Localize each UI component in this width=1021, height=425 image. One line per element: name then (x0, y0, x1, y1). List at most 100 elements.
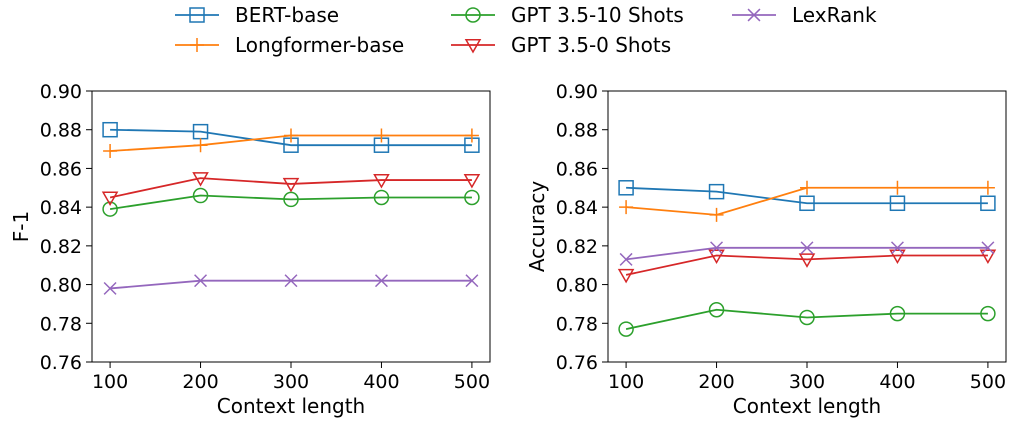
y-tick-label: 0.78 (556, 313, 598, 335)
legend-marker-longformer-base (190, 38, 204, 52)
series-longformer-base (619, 180, 995, 222)
legend-marker-lexrank (747, 8, 761, 22)
legend-label: BERT-base (235, 3, 339, 27)
data-point (890, 180, 905, 195)
data-point (373, 189, 390, 206)
data-point (374, 128, 389, 143)
legend-entry-longformer-base: Longformer-base (175, 33, 404, 57)
data-point (708, 301, 725, 318)
series-longformer-base (103, 128, 479, 159)
data-point (463, 174, 481, 189)
data-point (619, 200, 634, 215)
data-point (284, 274, 298, 288)
data-point (103, 144, 118, 159)
x-tick-label: 500 (454, 371, 490, 393)
y-tick-label: 0.82 (40, 236, 82, 258)
series-line-bert-base (110, 128, 472, 147)
accuracy-panel: 0.76 0.78 0.80 0.82 0.84 0.86 0.88 0.90 100 200 30… (525, 81, 1007, 418)
data-point (464, 128, 479, 143)
series-gpt-3-5-10-shots (618, 301, 996, 337)
y-tick-label: 0.76 (556, 352, 598, 374)
series-line-gpt-3-5-0-shots (625, 254, 988, 276)
series-gpt-3-5-0-shots (101, 172, 481, 206)
data-point (889, 195, 906, 212)
x-tick-label: 300 (789, 371, 825, 393)
series-line-bert-base (626, 186, 988, 205)
legend-entry-gpt-3-5-10-shots: GPT 3.5-10 Shots (451, 3, 684, 27)
series-gpt-3-5-10-shots (102, 187, 480, 217)
legend-label: GPT 3.5-0 Shots (511, 33, 671, 57)
data-point (618, 321, 634, 337)
y-tick-label: 0.88 (556, 120, 598, 142)
y-tick-label: 0.80 (40, 275, 82, 297)
data-point (619, 252, 633, 266)
legend-entry-gpt-3-5-0-shots: GPT 3.5-0 Shots (451, 33, 671, 57)
series-line-gpt-3-5-10-shots (109, 194, 472, 210)
series-line-lexrank (110, 279, 472, 290)
legend-entry-bert-base: BERT-base (175, 3, 339, 27)
series-lexrank (619, 241, 995, 266)
x-tick-label: 100 (92, 371, 128, 393)
data-point (710, 241, 724, 255)
y-tick-label: 0.76 (40, 352, 82, 374)
y-tick-label: 0.86 (556, 158, 598, 180)
data-point (282, 177, 300, 193)
data-point (708, 183, 725, 200)
x-tick-label: 500 (970, 371, 1006, 393)
y-tick-label: 0.88 (40, 120, 82, 142)
f1-panel: 0.76 0.78 0.80 0.82 0.84 0.86 0.88 0.90 100 200 30… (9, 81, 491, 418)
y-tick-label: 0.90 (556, 81, 598, 103)
y-tick-label: 0.86 (40, 158, 82, 180)
x-tick-label: 200 (182, 371, 218, 393)
data-point (709, 207, 724, 222)
data-point (798, 253, 816, 268)
series-line-gpt-3-5-10-shots (625, 308, 988, 330)
series-bert-base (618, 180, 996, 212)
legend-label: LexRank (792, 3, 877, 27)
data-point (464, 189, 480, 206)
y-tick-label: 0.90 (40, 81, 82, 103)
legend-marker-gpt-3-5-0-shots (464, 39, 482, 54)
y-tick-label: 0.84 (556, 197, 598, 219)
data-point (889, 249, 906, 265)
data-point (799, 195, 815, 212)
data-point (373, 174, 390, 189)
data-point (890, 241, 904, 255)
x-axis-title: Context length (217, 394, 365, 418)
data-point (192, 187, 209, 204)
y-tick-label: 0.84 (40, 197, 82, 219)
data-point (979, 249, 997, 265)
data-point (194, 274, 208, 288)
data-point (101, 191, 119, 206)
data-point (193, 138, 208, 153)
data-point (618, 180, 634, 196)
series-line-gpt-3-5-0-shots (109, 177, 472, 199)
data-point (374, 274, 388, 288)
data-point (980, 305, 996, 322)
legend-entry-lexrank: LexRank (732, 3, 877, 27)
legend-label: GPT 3.5-10 Shots (511, 3, 684, 27)
x-tick-label: 200 (698, 371, 734, 393)
x-tick-label: 100 (608, 371, 644, 393)
legend: BERT-base Longformer-base GPT 3.5-10 Shots… (175, 3, 877, 57)
data-point (708, 249, 725, 265)
data-point (800, 180, 814, 195)
x-tick-label: 400 (363, 371, 399, 393)
data-point (192, 172, 209, 187)
data-point (981, 241, 995, 255)
data-point (980, 180, 995, 195)
legend-marker-gpt-3-5-10-shots (465, 7, 481, 23)
data-point (889, 305, 906, 322)
y-tick-label: 0.82 (556, 236, 598, 258)
series-gpt-3-5-0-shots (617, 249, 997, 284)
series-lexrank (103, 274, 479, 295)
data-point (617, 268, 635, 284)
legend-marker-bert-base (189, 7, 205, 23)
x-tick-label: 300 (273, 371, 309, 393)
y-axis-title: F-1 (9, 211, 33, 242)
data-point (102, 121, 118, 138)
data-point (465, 274, 479, 288)
plot-frame (607, 90, 1007, 363)
x-axis-title: Context length (733, 394, 881, 418)
